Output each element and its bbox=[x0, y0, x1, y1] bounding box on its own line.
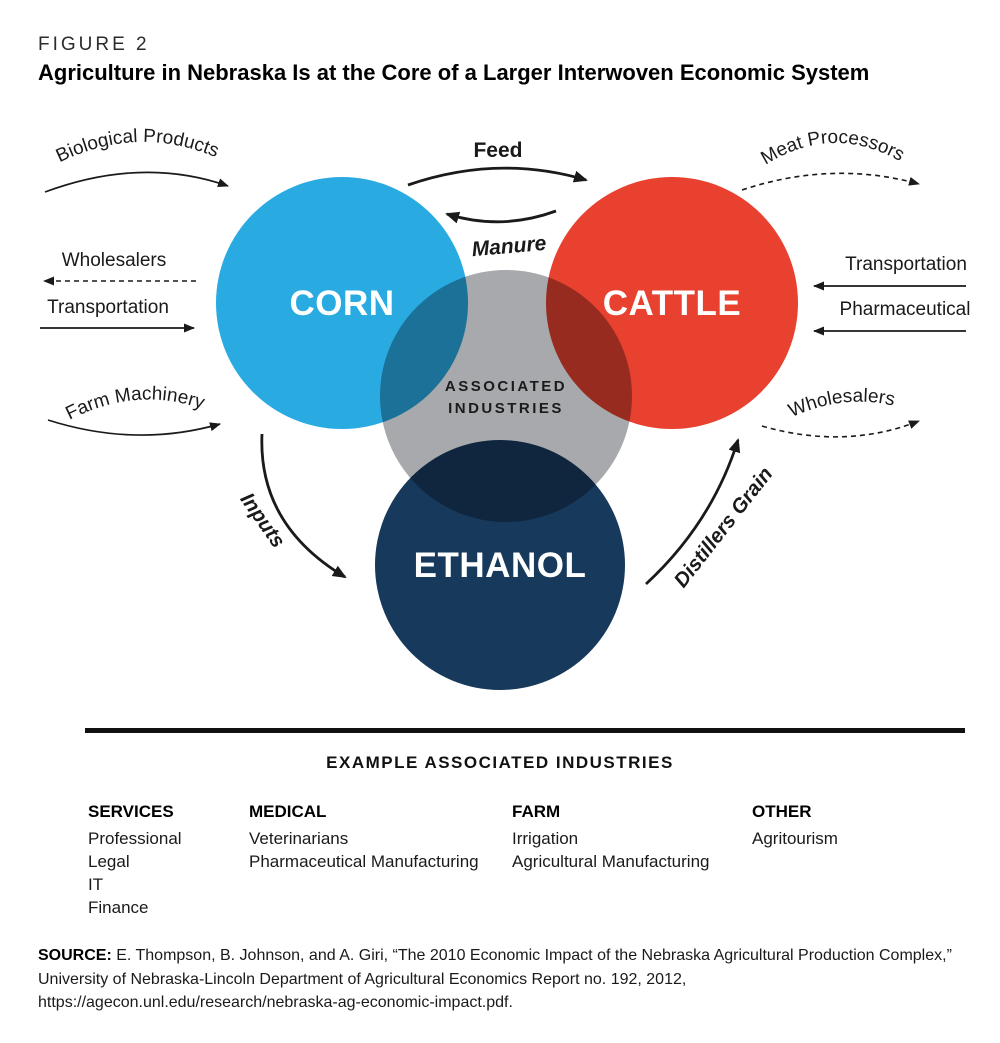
biological-products-arrow bbox=[44, 171, 229, 193]
ethanol-circle bbox=[375, 440, 625, 690]
transportation-left-label: Transportation bbox=[47, 297, 169, 318]
legend-column-other: OTHER Agritourism bbox=[752, 802, 838, 850]
circle-group bbox=[0, 120, 1000, 720]
legend-header: OTHER bbox=[752, 802, 812, 821]
inputs-arrow bbox=[260, 433, 347, 579]
figure-number: FIGURE 2 bbox=[38, 34, 150, 55]
associated-industries-label-line2: INDUSTRIES bbox=[448, 400, 564, 417]
pharmaceutical-right-label: Pharmaceutical bbox=[840, 299, 971, 320]
legend-header: FARM bbox=[512, 802, 561, 821]
legend-item: Pharmaceutical Manufacturing bbox=[249, 852, 479, 871]
legend-item: Legal bbox=[88, 852, 130, 871]
divider-rule bbox=[85, 728, 965, 733]
wholesalers-right-arrow bbox=[761, 420, 920, 438]
legend-item: Agricultural Manufacturing bbox=[512, 852, 710, 871]
ethanol-label: ETHANOL bbox=[414, 546, 587, 585]
associated-industries-label-line1: ASSOCIATED bbox=[445, 378, 567, 395]
legend-item: IT bbox=[88, 875, 104, 894]
legend-item: Agritourism bbox=[752, 829, 838, 848]
legend-item: Professional bbox=[88, 829, 182, 848]
corn-label: CORN bbox=[289, 284, 394, 323]
legend-column-medical: MEDICAL Veterinarians Pharmaceutical Man… bbox=[249, 802, 479, 873]
transportation-right-label: Transportation bbox=[845, 254, 967, 275]
manure-arrow bbox=[445, 209, 557, 224]
legend-heading: EXAMPLE ASSOCIATED INDUSTRIES bbox=[326, 753, 674, 772]
legend-item: Finance bbox=[88, 898, 149, 917]
meat-processors-arrow bbox=[741, 172, 920, 191]
figure-title: Agriculture in Nebraska Is at the Core o… bbox=[38, 60, 870, 85]
feed-arrow bbox=[407, 166, 588, 187]
feed-label: Feed bbox=[473, 139, 522, 162]
legend-header: SERVICES bbox=[88, 802, 174, 821]
legend-header: MEDICAL bbox=[249, 802, 327, 821]
legend-column-farm: FARM Irrigation Agricultural Manufacturi… bbox=[512, 802, 709, 873]
legend-item: Irrigation bbox=[512, 829, 579, 848]
wholesalers-left-label: Wholesalers bbox=[62, 250, 167, 271]
distillers-grain-arrow bbox=[645, 438, 741, 586]
source-citation: SOURCE: E. Thompson, B. Johnson, and A. … bbox=[38, 944, 990, 1015]
source-text: E. Thompson, B. Johnson, and A. Giri, “T… bbox=[38, 947, 952, 1011]
cattle-label: CATTLE bbox=[603, 284, 741, 323]
legend-item: Veterinarians bbox=[249, 829, 349, 848]
farm-machinery-arrow bbox=[47, 419, 221, 436]
legend-column-services: SERVICES Professional Legal IT Finance bbox=[88, 802, 182, 919]
source-label: SOURCE: bbox=[38, 947, 112, 964]
